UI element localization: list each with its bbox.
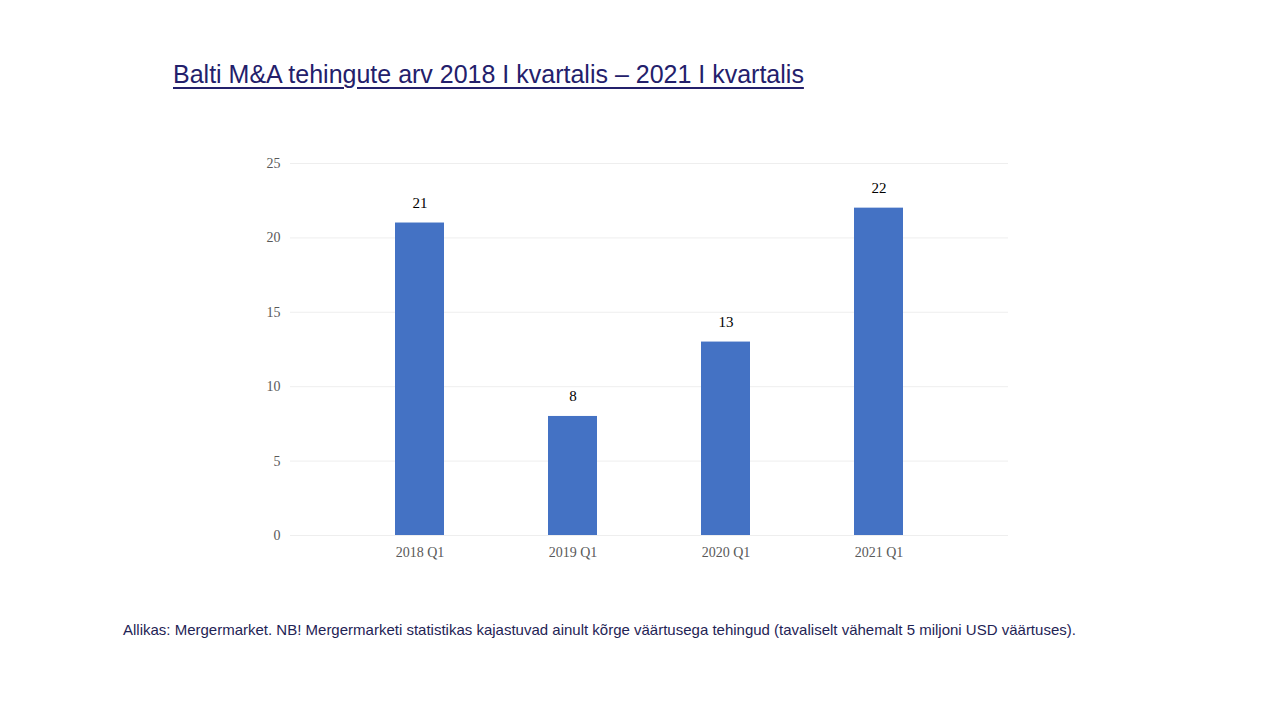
svg-text:2021 Q1: 2021 Q1 bbox=[855, 545, 904, 560]
svg-text:21: 21 bbox=[413, 195, 428, 211]
svg-text:2019 Q1: 2019 Q1 bbox=[549, 545, 598, 560]
svg-text:13: 13 bbox=[719, 314, 734, 330]
html-text:Balti M&A tehingute arv 2018 I: Balti M&A tehingute arv 2018 I kvartalis… bbox=[173, 60, 804, 88]
svg-text:5: 5 bbox=[274, 454, 281, 469]
svg-text:2018 Q1: 2018 Q1 bbox=[396, 545, 445, 560]
svg-text:15: 15 bbox=[267, 305, 281, 320]
svg-text:22: 22 bbox=[872, 180, 887, 196]
svg-text:8: 8 bbox=[569, 388, 577, 404]
svg-text:20: 20 bbox=[267, 230, 281, 245]
svg-text:0: 0 bbox=[274, 528, 281, 543]
html-text:Allikas: Mergermarket. NB! Mer: Allikas: Mergermarket. NB! Mergermarketi… bbox=[123, 621, 1076, 638]
svg-text:2020 Q1: 2020 Q1 bbox=[702, 545, 751, 560]
svg-text:25: 25 bbox=[267, 156, 281, 171]
svg-text:10: 10 bbox=[267, 379, 281, 394]
